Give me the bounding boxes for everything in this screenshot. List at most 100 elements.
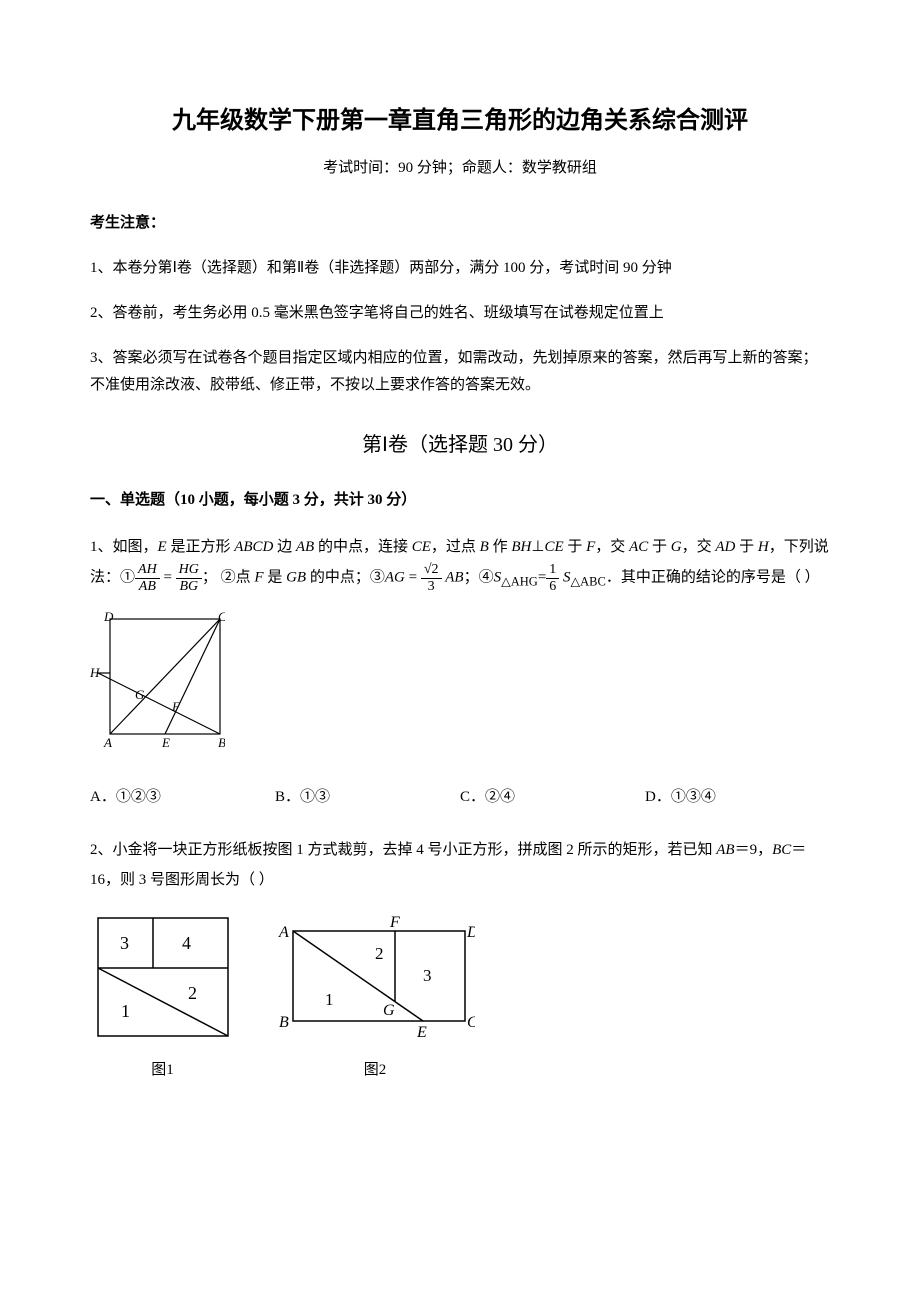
label-1: 1 bbox=[121, 1001, 130, 1021]
var-F: F bbox=[586, 539, 595, 555]
label-1: 1 bbox=[325, 990, 334, 1009]
var-AB: AB bbox=[445, 570, 463, 586]
var-BG: BG bbox=[179, 579, 198, 594]
label-C: C bbox=[218, 609, 225, 624]
label-B: B bbox=[279, 1014, 289, 1031]
var-E: E bbox=[158, 539, 167, 555]
var-S: S bbox=[494, 570, 502, 586]
q1-text: 作 bbox=[489, 539, 512, 555]
fraction: HG BG bbox=[176, 562, 202, 594]
label-G: G bbox=[383, 1002, 395, 1019]
sub-ABC: △ABC bbox=[571, 575, 606, 589]
var-AD: AD bbox=[715, 539, 735, 555]
notice-item: 2、答卷前，考生务必用 0.5 毫米黑色签字笔将自己的姓名、班级填写在试卷规定位… bbox=[90, 300, 830, 327]
label-F: F bbox=[389, 914, 400, 931]
label-G: G bbox=[135, 687, 145, 702]
q1-text: 是正方形 bbox=[167, 539, 235, 555]
label-B: B bbox=[218, 735, 225, 750]
var-AC: AC bbox=[629, 539, 648, 555]
option-b: B．①③ bbox=[275, 784, 460, 811]
q1-text: ．其中正确的结论的序号是（ ） bbox=[606, 570, 820, 586]
fig2-caption: 图2 bbox=[275, 1057, 475, 1084]
perp: ⊥ bbox=[531, 539, 544, 555]
label-C: C bbox=[467, 1014, 475, 1031]
q1-text: ，交 bbox=[595, 539, 629, 555]
sqrt2: √2 bbox=[421, 562, 442, 578]
q1-text: 于 bbox=[735, 539, 758, 555]
q2-fig1: 3 4 1 2 图1 bbox=[90, 913, 235, 1084]
notice-item: 1、本卷分第Ⅰ卷（选择题）和第Ⅱ卷（非选择题）两部分，满分 100 分，考试时间… bbox=[90, 255, 830, 282]
label-H: H bbox=[90, 665, 100, 680]
var-AH: AH bbox=[138, 562, 157, 577]
notice-header: 考生注意： bbox=[90, 210, 830, 237]
label-3: 3 bbox=[120, 933, 129, 953]
subsection-header: 一、单选题（10 小题，每小题 3 分，共计 30 分） bbox=[90, 487, 830, 514]
q1-text: 于 bbox=[564, 539, 587, 555]
label-A: A bbox=[278, 924, 289, 941]
var-BC: BC bbox=[772, 842, 791, 858]
fraction: 16 bbox=[546, 562, 559, 594]
three: 3 bbox=[421, 579, 442, 594]
var-AG: AG bbox=[385, 570, 405, 586]
label-D: D bbox=[466, 924, 475, 941]
label-F: F bbox=[171, 699, 181, 714]
q2-text: ＝9， bbox=[735, 842, 773, 858]
label-A: A bbox=[103, 735, 112, 750]
q1-text: ，交 bbox=[682, 539, 716, 555]
q1-text: 的中点；③ bbox=[306, 570, 385, 586]
option-c: C．②④ bbox=[460, 784, 645, 811]
var-S: S bbox=[563, 570, 571, 586]
var-H: H bbox=[758, 539, 769, 555]
var-G: G bbox=[671, 539, 682, 555]
q1-text: 的中点，连接 bbox=[314, 539, 412, 555]
q1-text: ，过点 bbox=[431, 539, 480, 555]
label-D: D bbox=[103, 609, 114, 624]
line-AC bbox=[110, 619, 220, 734]
var-GB: GB bbox=[286, 570, 306, 586]
var-F: F bbox=[254, 570, 263, 586]
label-2: 2 bbox=[188, 983, 197, 1003]
six: 6 bbox=[546, 579, 559, 594]
page-title: 九年级数学下册第一章直角三角形的边角关系综合测评 bbox=[90, 100, 830, 143]
option-d: D．①③④ bbox=[645, 784, 830, 811]
subtitle: 考试时间：90 分钟；命题人：数学教研组 bbox=[90, 155, 830, 182]
q2-figures: 3 4 1 2 图1 A F D B G E C 1 2 3 图2 bbox=[90, 913, 830, 1084]
option-a: A．①②③ bbox=[90, 784, 275, 811]
notice-item: 3、答案必须写在试卷各个题目指定区域内相应的位置，如需改动，先划掉原来的答案，然… bbox=[90, 345, 830, 399]
fraction: AH AB bbox=[135, 562, 160, 594]
var-AB: AB bbox=[716, 842, 734, 858]
question-1: 1、如图，E 是正方形 ABCD 边 AB 的中点，连接 CE，过点 B 作 B… bbox=[90, 532, 830, 594]
label-E: E bbox=[161, 735, 170, 750]
var-B: B bbox=[480, 539, 489, 555]
var-HG: HG bbox=[179, 562, 199, 577]
q1-text: 是 bbox=[264, 570, 287, 586]
line-EC bbox=[165, 619, 220, 734]
diagonal bbox=[293, 931, 423, 1021]
q1-text: ； ②点 bbox=[202, 570, 255, 586]
q1-text: ；④ bbox=[464, 570, 494, 586]
label-2: 2 bbox=[375, 944, 384, 963]
var-ABCD: ABCD bbox=[234, 539, 273, 555]
var-AB: AB bbox=[139, 579, 156, 594]
var-CE: CE bbox=[544, 539, 563, 555]
q1-options: A．①②③ B．①③ C．②④ D．①③④ bbox=[90, 784, 830, 811]
var-AB: AB bbox=[296, 539, 314, 555]
label-3: 3 bbox=[423, 966, 432, 985]
label-4: 4 bbox=[182, 933, 191, 953]
q2-text: 2、小金将一块正方形纸板按图 1 方式裁剪，去掉 4 号小正方形，拼成图 2 所… bbox=[90, 842, 716, 858]
fig1-caption: 图1 bbox=[90, 1057, 235, 1084]
q2-fig2: A F D B G E C 1 2 3 图2 bbox=[275, 913, 475, 1084]
label-E: E bbox=[416, 1024, 427, 1041]
q1-text: 1、如图， bbox=[90, 539, 158, 555]
q1-text: 于 bbox=[648, 539, 671, 555]
var-BH: BH bbox=[511, 539, 531, 555]
outer-square bbox=[98, 918, 228, 1036]
q1-text: 边 bbox=[273, 539, 296, 555]
one: 1 bbox=[546, 562, 559, 578]
fraction: √23 bbox=[421, 562, 442, 594]
var-CE: CE bbox=[412, 539, 431, 555]
q1-figure: D C H G F A E B bbox=[90, 609, 830, 764]
section-header: 第Ⅰ卷（选择题 30 分） bbox=[90, 427, 830, 463]
diagonal bbox=[98, 968, 228, 1036]
question-2: 2、小金将一块正方形纸板按图 1 方式裁剪，去掉 4 号小正方形，拼成图 2 所… bbox=[90, 835, 830, 895]
